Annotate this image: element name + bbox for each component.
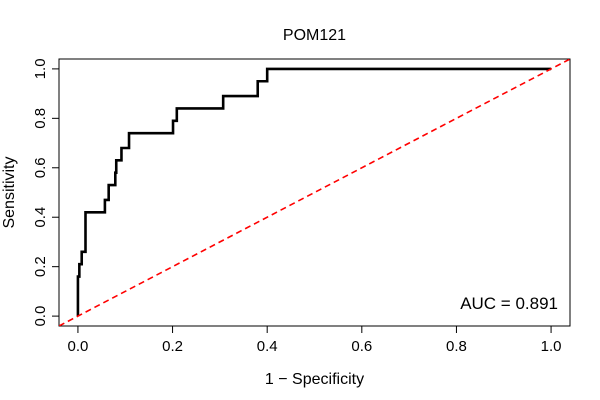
y-axis-label: Sensitivity bbox=[1, 156, 18, 228]
x-tick-label: 0.8 bbox=[446, 338, 467, 355]
x-tick-label: 0.2 bbox=[162, 338, 183, 355]
y-tick-label: 0.2 bbox=[32, 256, 49, 277]
x-axis-label: 1 − Specificity bbox=[265, 371, 364, 388]
reference-diagonal-line bbox=[59, 59, 570, 326]
series-layer bbox=[59, 59, 570, 326]
y-tick-label: 1.0 bbox=[32, 58, 49, 79]
y-tick-label: 0.4 bbox=[32, 207, 49, 228]
x-tick-label: 0.6 bbox=[351, 338, 372, 355]
x-axis: 0.0 0.2 0.4 0.6 0.8 1.0 bbox=[67, 325, 562, 355]
y-axis: 0.0 0.2 0.4 0.6 0.8 1.0 bbox=[32, 58, 60, 327]
roc-curve-line bbox=[76, 67, 552, 317]
y-tick-label: 0.0 bbox=[32, 306, 49, 327]
x-tick-label: 0.0 bbox=[67, 338, 88, 355]
auc-annotation: AUC = 0.891 bbox=[460, 294, 558, 313]
y-tick-label: 0.6 bbox=[32, 157, 49, 178]
y-tick-label: 0.8 bbox=[32, 108, 49, 129]
x-tick-label: 1.0 bbox=[541, 338, 562, 355]
x-tick-label: 0.4 bbox=[257, 338, 278, 355]
chart-title: POM121 bbox=[283, 27, 346, 44]
